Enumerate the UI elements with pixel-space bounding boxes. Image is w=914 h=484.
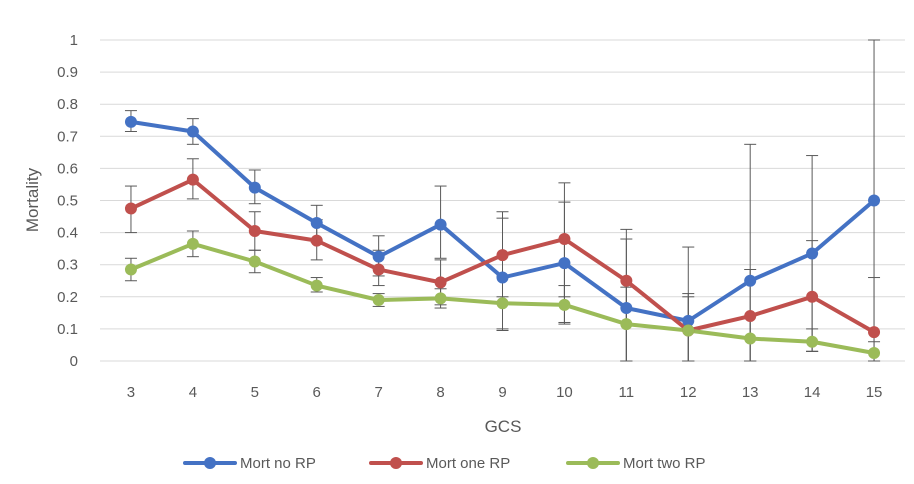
data-point-mort-one-rp	[744, 310, 757, 323]
data-point-mort-no-rp	[744, 274, 757, 287]
data-point-mort-no-rp	[124, 115, 137, 128]
data-point-mort-no-rp	[620, 302, 633, 315]
x-tick-label: 9	[498, 384, 506, 401]
x-tick-label: 10	[556, 384, 573, 401]
x-tick-labels: 3 4 5 6 7 8 9 10 11 12 13 14 15	[127, 384, 883, 401]
y-tick-labels: 0 0.1 0.2 0.3 0.4 0.5 0.6 0.7 0.8 0.9 1	[57, 32, 78, 370]
data-point-mort-one-rp	[434, 276, 447, 289]
data-point-mort-no-rp	[496, 271, 509, 284]
x-tick-label: 6	[313, 384, 321, 401]
x-tick-label: 11	[619, 384, 635, 401]
data-point-mort-one-rp	[868, 326, 881, 339]
data-point-mort-two-rp	[310, 279, 323, 292]
legend-marker-mort-no-rp	[204, 457, 216, 469]
x-tick-label: 14	[804, 384, 821, 401]
x-tick-label: 4	[189, 384, 197, 401]
y-tick-label: 0.4	[57, 225, 78, 242]
data-point-mort-one-rp	[496, 249, 509, 262]
legend-label-mort-one-rp: Mort one RP	[426, 455, 510, 472]
data-point-mort-two-rp	[434, 292, 447, 305]
y-tick-label: 0.2	[57, 289, 78, 306]
data-point-mort-one-rp	[558, 233, 571, 246]
data-point-mort-no-rp	[186, 125, 199, 138]
y-tick-label: 0.3	[57, 257, 78, 274]
x-tick-label: 12	[680, 384, 697, 401]
x-tick-label: 8	[436, 384, 444, 401]
data-point-mort-no-rp	[248, 181, 261, 194]
data-point-mort-one-rp	[248, 224, 261, 237]
x-tick-label: 7	[374, 384, 382, 401]
legend: Mort no RP Mort one RP Mort two RP	[183, 455, 706, 472]
y-tick-label: 0	[70, 353, 78, 370]
data-point-mort-two-rp	[248, 255, 261, 268]
legend-marker-mort-two-rp	[587, 457, 599, 469]
y-tick-label: 1	[70, 32, 78, 49]
x-tick-label: 13	[742, 384, 759, 401]
data-point-mort-two-rp	[744, 332, 757, 345]
x-tick-label: 5	[251, 384, 259, 401]
data-point-mort-two-rp	[186, 237, 199, 250]
data-point-mort-two-rp	[496, 297, 509, 310]
y-tick-label: 0.7	[57, 128, 78, 145]
legend-marker-mort-one-rp	[390, 457, 402, 469]
legend-label-mort-two-rp: Mort two RP	[623, 455, 706, 472]
data-point-mort-one-rp	[186, 173, 199, 186]
data-point-mort-two-rp	[620, 318, 633, 331]
data-point-mort-one-rp	[372, 263, 385, 276]
data-point-mort-no-rp	[372, 250, 385, 263]
x-tick-label: 15	[866, 384, 883, 401]
x-axis-title: GCS	[485, 417, 522, 436]
data-point-mort-no-rp	[868, 194, 881, 207]
y-tick-label: 0.9	[57, 64, 78, 81]
data-point-mort-one-rp	[124, 202, 137, 215]
y-tick-label: 0.5	[57, 193, 78, 210]
y-tick-label: 0.1	[57, 321, 78, 338]
y-axis-title: Mortality	[23, 167, 42, 232]
data-point-mort-two-rp	[682, 324, 695, 337]
y-tick-label: 0.6	[57, 160, 78, 177]
data-point-mort-one-rp	[310, 234, 323, 247]
legend-label-mort-no-rp: Mort no RP	[240, 455, 316, 472]
data-point-mort-one-rp	[806, 290, 819, 303]
data-point-mort-two-rp	[558, 298, 571, 311]
data-point-mort-no-rp	[558, 257, 571, 270]
data-point-mort-two-rp	[868, 346, 881, 359]
data-point-mort-no-rp	[434, 218, 447, 231]
data-point-mort-no-rp	[682, 314, 695, 327]
data-point-mort-two-rp	[372, 294, 385, 307]
x-tick-label: 3	[127, 384, 135, 401]
data-point-mort-one-rp	[620, 274, 633, 287]
data-point-mort-two-rp	[124, 263, 137, 276]
series-points	[124, 115, 881, 359]
data-point-mort-no-rp	[310, 216, 323, 229]
data-point-mort-no-rp	[806, 247, 819, 260]
data-point-mort-two-rp	[806, 335, 819, 348]
y-tick-label: 0.8	[57, 96, 78, 113]
